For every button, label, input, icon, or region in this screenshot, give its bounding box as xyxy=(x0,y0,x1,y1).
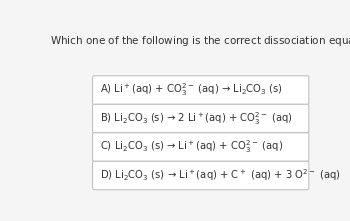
Text: A) Li$^+$(aq) + CO$_3^{2-}$ (aq) → Li$_2$CO$_3$ (s): A) Li$^+$(aq) + CO$_3^{2-}$ (aq) → Li$_2… xyxy=(100,82,284,98)
Text: C) Li$_2$CO$_3$ (s) → Li$^+$(aq) + CO$_3^{2-}$ (aq): C) Li$_2$CO$_3$ (s) → Li$^+$(aq) + CO$_3… xyxy=(100,139,284,155)
FancyBboxPatch shape xyxy=(92,104,309,133)
FancyBboxPatch shape xyxy=(92,133,309,161)
FancyBboxPatch shape xyxy=(92,76,309,104)
Text: D) Li$_2$CO$_3$ (s) → Li$^+$(aq) + C$^+$ (aq) + 3 O$^{2-}$ (aq): D) Li$_2$CO$_3$ (s) → Li$^+$(aq) + C$^+$… xyxy=(100,168,341,183)
Text: Which one of the following is the correct dissociation equation for Li$_2$CO$_3$: Which one of the following is the correc… xyxy=(50,34,350,48)
Text: B) Li$_2$CO$_3$ (s) → 2 Li$^+$(aq) + CO$_3^{2-}$ (aq): B) Li$_2$CO$_3$ (s) → 2 Li$^+$(aq) + CO$… xyxy=(100,110,293,127)
FancyBboxPatch shape xyxy=(92,161,309,190)
